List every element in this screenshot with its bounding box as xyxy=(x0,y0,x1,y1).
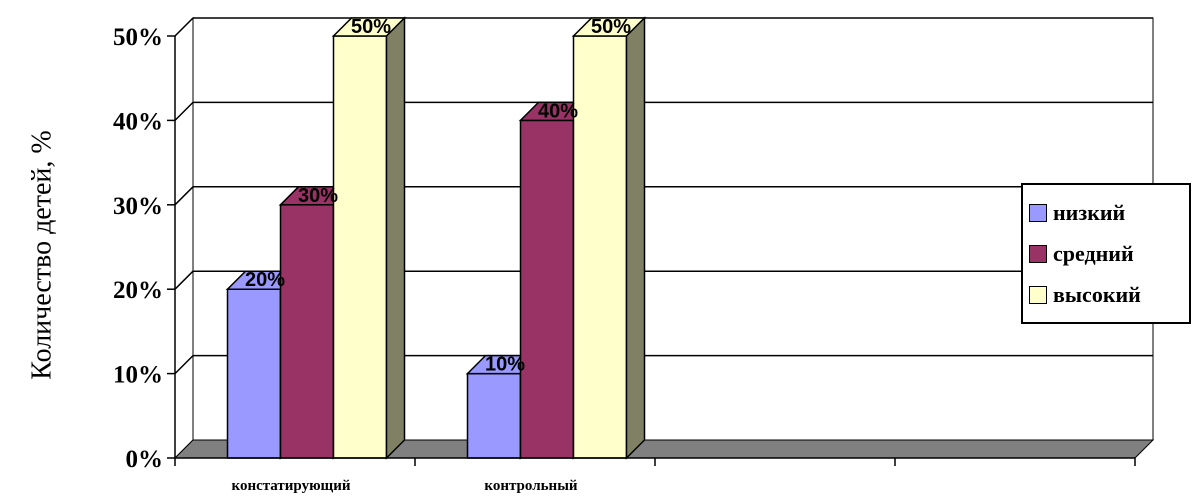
legend-item: средний xyxy=(1029,240,1134,268)
y-tick-label: 40% xyxy=(113,108,163,135)
bar-front xyxy=(226,288,282,459)
legend-item: низкий xyxy=(1029,199,1125,227)
y-tick-label: 10% xyxy=(113,362,163,389)
bars xyxy=(225,16,647,460)
data-label: 50% xyxy=(351,16,391,38)
y-axis-ticks: 0% 10% 20% 30% 40% 50% xyxy=(113,24,176,473)
legend: низкий средний высокий xyxy=(1021,183,1191,324)
bar xyxy=(331,16,407,460)
y-axis-label: Количество детей, % xyxy=(27,130,58,379)
data-label: 50% xyxy=(591,16,631,38)
x-category-label: контрольный xyxy=(484,478,577,494)
x-axis-categories: констатирующий контрольный xyxy=(174,457,1136,494)
legend-label: высокий xyxy=(1053,282,1141,307)
bar-side xyxy=(625,16,646,460)
legend-label: низкий xyxy=(1053,200,1126,225)
bar-front xyxy=(572,35,628,459)
x-category-label: констатирующий xyxy=(232,478,351,494)
data-label: 20% xyxy=(245,269,285,291)
y-tick-label: 20% xyxy=(113,277,163,304)
bar-front xyxy=(519,119,575,459)
grid-line-side xyxy=(174,270,194,290)
data-label: 10% xyxy=(485,354,525,376)
y-tick-label: 0% xyxy=(126,446,164,473)
side-wall xyxy=(174,16,194,460)
data-label: 40% xyxy=(538,100,578,122)
bar-front xyxy=(466,372,522,459)
grid-line-side xyxy=(174,355,194,375)
legend-swatch xyxy=(1029,245,1047,263)
grid-line-side xyxy=(174,101,194,121)
legend-swatch xyxy=(1029,204,1047,222)
data-labels: 20% 30% 50% 10% 40% 50% xyxy=(245,16,631,376)
bar-side xyxy=(385,16,406,460)
grid-line-side xyxy=(174,186,194,206)
legend-label: средний xyxy=(1053,241,1134,266)
bar-front xyxy=(279,204,335,459)
legend-item: высокий xyxy=(1029,281,1141,309)
data-label: 30% xyxy=(298,185,338,207)
legend-swatch xyxy=(1029,286,1047,304)
y-tick-label: 50% xyxy=(113,24,163,51)
bar-front xyxy=(332,35,388,459)
grid-line-side xyxy=(174,17,194,37)
bar xyxy=(571,16,647,460)
y-tick-label: 30% xyxy=(113,193,163,220)
